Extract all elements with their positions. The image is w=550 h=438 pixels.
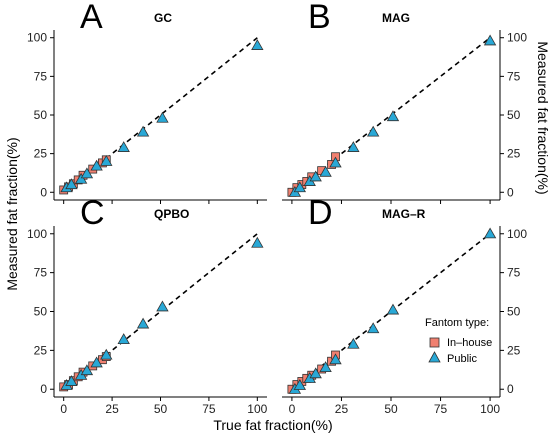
point-public [251,39,264,50]
y-tick-label: 25 [34,343,48,357]
point-public [117,141,130,152]
y-tick-label: 25 [507,147,521,161]
point-public [293,181,307,193]
y-tick-label: 100 [27,31,47,45]
reference-line [291,233,491,390]
panel-title: GC [154,11,172,25]
point-public [319,361,332,372]
point-public [90,356,103,368]
panel-a: 0 25 50 75 100 A GC [27,0,267,204]
point-public [329,156,342,168]
panel-letter: A [80,0,103,36]
point-public [309,170,322,182]
y-tick-label: 25 [34,147,48,161]
legend-swatch-public [428,351,441,363]
point-public [100,348,113,360]
panel-title: MAG–R [382,207,426,221]
panel-d: 0 25 50 75 100 0 25 50 75 100 D MAG–R [282,194,527,416]
point-public [136,317,150,329]
x-tick-label: 100 [480,402,500,416]
point-public [136,125,150,137]
y-tick-label: 0 [40,185,47,199]
point-public [156,111,169,123]
point-public [117,333,130,345]
panels-layer: 0 25 50 75 100 A GC 0 25 50 75 100 B MAG 0 25 50 75 100 0 25… [27,0,527,416]
panel-letter: B [308,0,331,36]
x-tick-label: 0 [289,402,296,416]
panel-letter: C [80,194,105,232]
point-public [74,172,88,184]
y-axis-title-left: Measured fat fraction(%) [4,137,20,290]
y-tick-label: 75 [507,266,521,280]
panel-letter: D [308,194,333,232]
point-public [100,155,113,166]
x-tick-label: 50 [154,402,168,416]
point-public [483,227,497,239]
legend-swatch-inhouse [429,337,440,348]
panel-c: 0 25 50 75 100 0 25 50 75 100 C QPBO [27,194,268,416]
x-tick-label: 75 [202,402,216,416]
legend-label-public: Public [447,353,477,365]
y-tick-label: 75 [34,266,48,280]
y-tick-label: 75 [34,69,48,83]
point-public [319,165,332,177]
point-public [293,379,307,390]
legend-label-inhouse: In–house [447,337,492,349]
y-tick-label: 50 [507,108,521,122]
point-public [347,141,360,152]
point-public [80,364,94,376]
x-tick-label: 75 [434,402,448,416]
y-tick-label: 50 [34,305,48,319]
point-public [329,353,342,365]
point-public [251,236,264,248]
y-tick-label: 75 [507,69,521,83]
y-tick-label: 100 [507,227,527,241]
y-axis-title-right: Measured fat fraction(%) [535,41,550,194]
x-tick-label: 25 [105,402,119,416]
point-public [309,367,322,379]
x-axis-title: True fat fraction(%) [213,417,332,433]
reference-line [291,37,491,193]
x-tick-label: 50 [384,402,398,416]
point-public [483,34,497,46]
panel-b: 0 25 50 75 100 B MAG [282,0,527,204]
y-tick-label: 100 [27,227,47,241]
point-public [386,110,400,122]
point-public [366,322,380,334]
panel-title: MAG [382,11,410,25]
legend-title: Fantom type: [425,317,489,329]
x-tick-label: 100 [247,402,267,416]
point-public [366,125,380,137]
y-tick-label: 100 [507,31,527,45]
y-tick-label: 0 [507,382,514,396]
y-tick-label: 50 [34,108,48,122]
point-public [65,375,78,386]
legend: Fantom type: In–house Public [425,317,492,365]
point-public [347,337,360,349]
x-tick-label: 25 [335,402,349,416]
point-public [156,300,169,312]
point-public [80,167,94,179]
y-tick-label: 0 [507,185,514,199]
y-tick-label: 0 [40,382,47,396]
panel-title: QPBO [154,207,189,221]
x-tick-label: 0 [60,402,67,416]
point-public [65,178,78,190]
y-tick-label: 50 [507,305,521,319]
point-public [386,303,400,315]
point-public [90,159,103,171]
y-tick-label: 25 [507,343,521,357]
